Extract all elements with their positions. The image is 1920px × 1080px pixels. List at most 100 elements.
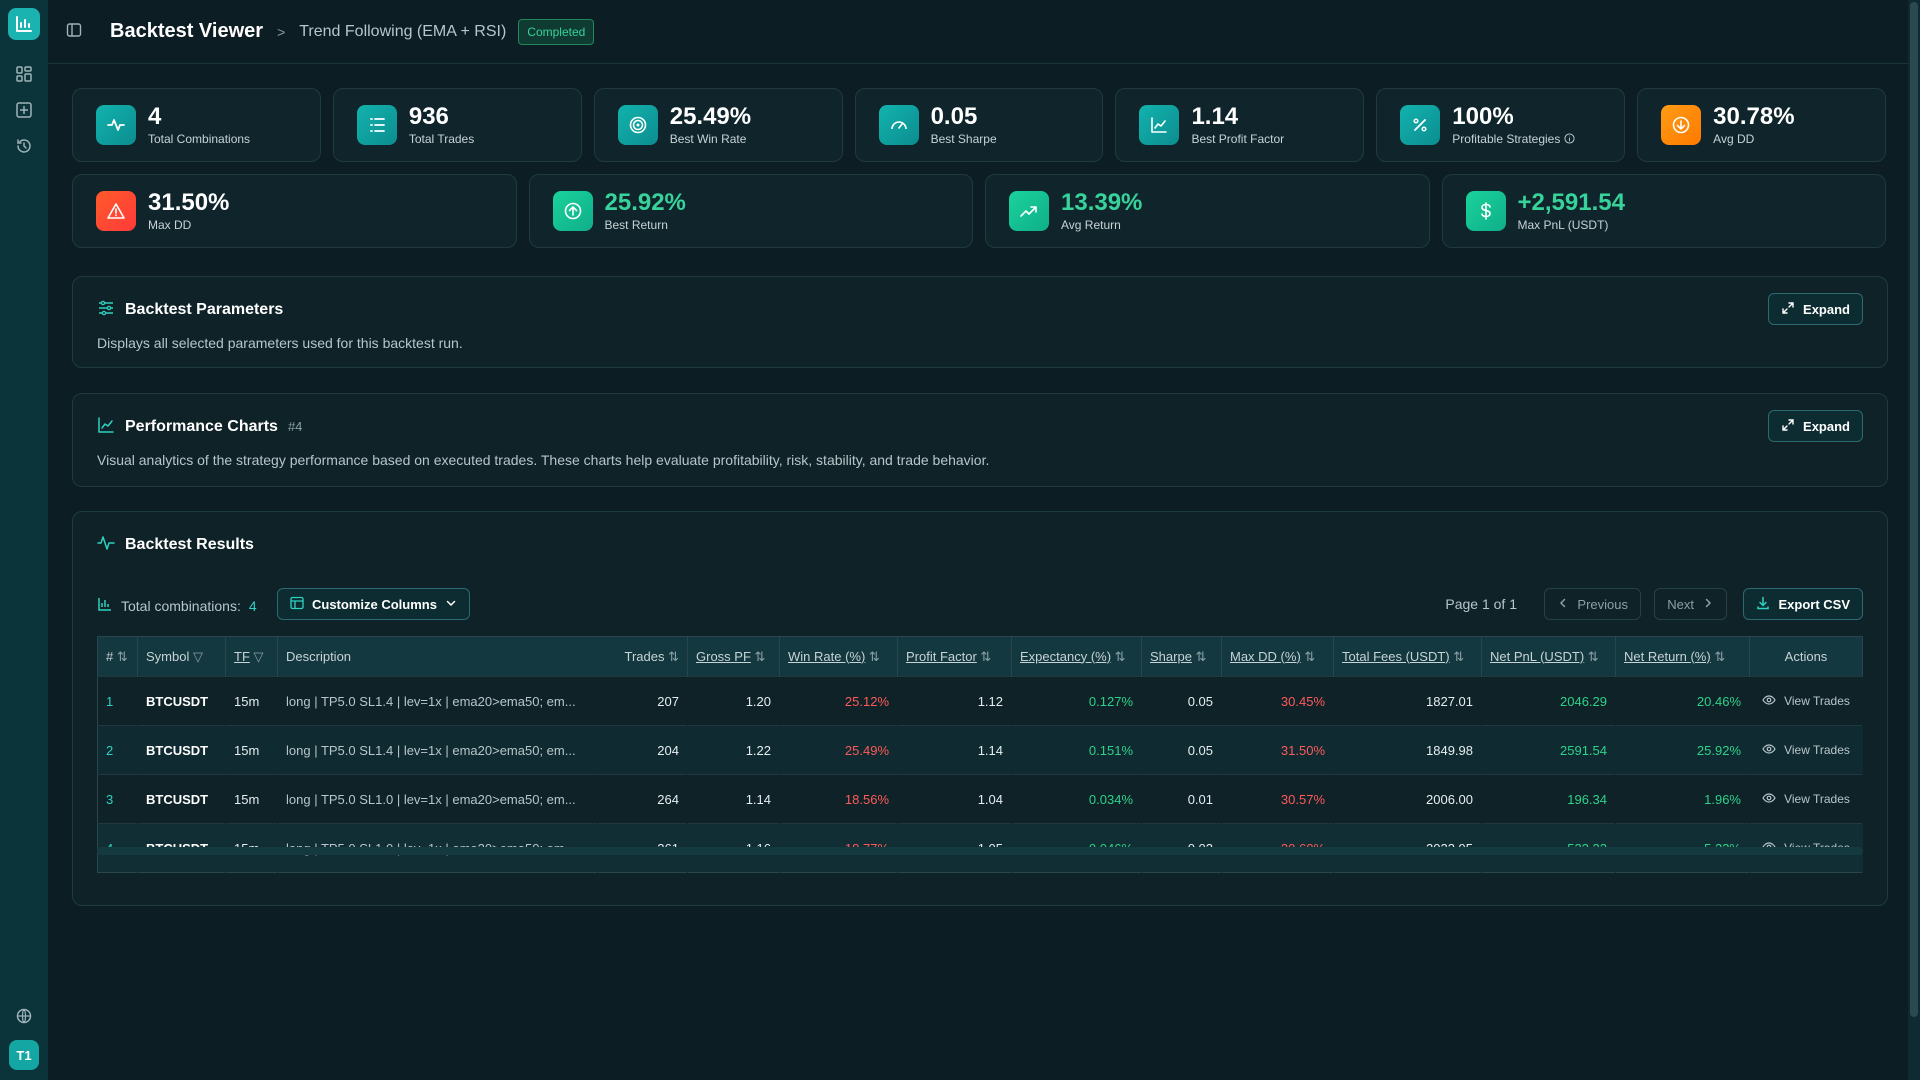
app-logo[interactable] bbox=[8, 8, 40, 40]
strategy-name: Trend Following (EMA + RSI) bbox=[299, 22, 507, 40]
results-table: # ⇅ Symbol ▽ TF ▽ Description Trades ⇅ G… bbox=[97, 636, 1863, 873]
sort-icon[interactable]: ⇅ bbox=[1114, 648, 1126, 664]
cell-gross-pf: 1.20 bbox=[687, 676, 780, 726]
stat-label: Best Profit Factor bbox=[1191, 132, 1285, 146]
col-index[interactable]: # ⇅ bbox=[97, 636, 138, 677]
sliders-icon bbox=[97, 299, 115, 320]
sort-icon[interactable]: ⇅ bbox=[116, 648, 128, 664]
total-combinations-label: Total combinations: bbox=[121, 597, 241, 614]
panel-description: Displays all selected parameters used fo… bbox=[97, 335, 463, 351]
cell-expectancy: 0.151% bbox=[1011, 725, 1142, 775]
cell-net-return: 25.92% bbox=[1615, 725, 1750, 775]
panel-title: Backtest Parameters bbox=[125, 300, 284, 318]
table-row[interactable]: 2 BTCUSDT 15m long | TP5.0 SL1.4 | lev=1… bbox=[97, 725, 1863, 775]
alert-triangle-icon bbox=[96, 191, 136, 231]
sort-icon[interactable]: ⇅ bbox=[1453, 648, 1465, 664]
export-csv-button[interactable]: Export CSV bbox=[1743, 588, 1863, 620]
view-trades-button[interactable]: View Trades bbox=[1758, 742, 1854, 759]
filter-icon[interactable]: ▽ bbox=[192, 648, 203, 664]
expand-charts-button[interactable]: Expand bbox=[1768, 410, 1863, 442]
col-total-fees[interactable]: Total Fees (USDT) ⇅ bbox=[1333, 636, 1482, 677]
stats-grid: 4 Total Combinations 936 Total Trades 25.4… bbox=[72, 88, 1887, 260]
cell-win-rate: 25.12% bbox=[779, 676, 898, 726]
cell-index: 2 bbox=[97, 725, 138, 775]
cell-net-pnl: 196.34 bbox=[1481, 774, 1616, 824]
next-page-button[interactable]: Next bbox=[1654, 588, 1727, 620]
col-symbol[interactable]: Symbol ▽ bbox=[137, 636, 226, 677]
stat-label: Avg Return bbox=[1061, 218, 1121, 232]
sort-icon[interactable]: ⇅ bbox=[980, 648, 992, 664]
sort-icon[interactable]: ⇅ bbox=[1587, 648, 1599, 664]
page-scrollbar[interactable] bbox=[1908, 0, 1920, 1080]
stat-label: Best Return bbox=[604, 218, 668, 232]
stat-value: 31.50% bbox=[148, 189, 230, 216]
stat-card-profitable-strategies: 100% Profitable Strategies bbox=[1376, 88, 1626, 162]
total-combinations-value: 4 bbox=[248, 597, 257, 614]
col-net-pnl[interactable]: Net PnL (USDT) ⇅ bbox=[1481, 636, 1616, 677]
add-box-icon[interactable] bbox=[12, 98, 36, 122]
view-trades-button[interactable]: View Trades bbox=[1758, 791, 1854, 808]
col-profit-factor[interactable]: Profit Factor ⇅ bbox=[897, 636, 1012, 677]
col-expectancy[interactable]: Expectancy (%) ⇅ bbox=[1011, 636, 1142, 677]
cell-actions: View Trades bbox=[1749, 725, 1863, 775]
table-row[interactable]: 3 BTCUSDT 15m long | TP5.0 SL1.0 | lev=1… bbox=[97, 774, 1863, 824]
sort-icon[interactable]: ⇅ bbox=[1195, 648, 1207, 664]
results-toolbar: Total combinations: 4 Customize Columns P… bbox=[97, 588, 1863, 620]
sort-icon[interactable]: ⇅ bbox=[668, 648, 679, 664]
col-win-rate[interactable]: Win Rate (%) ⇅ bbox=[779, 636, 898, 677]
col-tf[interactable]: TF ▽ bbox=[225, 636, 278, 677]
cell-actions: View Trades bbox=[1749, 774, 1863, 824]
col-net-return[interactable]: Net Return (%) ⇅ bbox=[1615, 636, 1750, 677]
stat-value: 1.14 bbox=[1191, 103, 1239, 130]
col-trades[interactable]: Trades ⇅ bbox=[597, 636, 688, 677]
filter-icon[interactable]: ▽ bbox=[253, 648, 264, 664]
history-icon[interactable] bbox=[12, 134, 36, 158]
columns-icon bbox=[290, 596, 304, 613]
expand-parameters-button[interactable]: Expand bbox=[1768, 293, 1863, 325]
stat-value: 25.92% bbox=[604, 189, 686, 216]
table-row[interactable]: 1 BTCUSDT 15m long | TP5.0 SL1.4 | lev=1… bbox=[97, 676, 1863, 726]
globe-icon[interactable] bbox=[12, 1004, 36, 1028]
view-trades-button[interactable]: View Trades bbox=[1758, 693, 1854, 710]
customize-columns-button[interactable]: Customize Columns bbox=[277, 588, 470, 620]
cell-symbol: BTCUSDT bbox=[137, 725, 226, 775]
chevron-down-icon bbox=[445, 597, 457, 612]
previous-page-button[interactable]: Previous bbox=[1544, 588, 1641, 620]
table-header-row: # ⇅ Symbol ▽ TF ▽ Description Trades ⇅ G… bbox=[97, 636, 1863, 677]
sort-icon[interactable]: ⇅ bbox=[1304, 648, 1316, 664]
cell-actions: View Trades bbox=[1749, 676, 1863, 726]
cell-tf: 15m bbox=[225, 676, 278, 726]
panel-title: Backtest Results bbox=[125, 535, 254, 553]
col-sharpe[interactable]: Sharpe ⇅ bbox=[1141, 636, 1222, 677]
previous-label: Previous bbox=[1577, 596, 1628, 612]
user-avatar[interactable]: T1 bbox=[9, 1040, 39, 1070]
cell-net-pnl: 2591.54 bbox=[1481, 725, 1616, 775]
col-gross-pf[interactable]: Gross PF ⇅ bbox=[687, 636, 780, 677]
gauge-icon bbox=[878, 105, 919, 145]
chevron-right-icon bbox=[1702, 597, 1714, 612]
stat-label: Max DD bbox=[148, 218, 192, 232]
scrollbar-thumb[interactable] bbox=[1910, 2, 1918, 1017]
stat-card-avg-dd: 30.78% Avg DD bbox=[1637, 88, 1887, 162]
cell-sharpe: 0.01 bbox=[1141, 774, 1222, 824]
stat-label: Total Trades bbox=[408, 132, 475, 146]
stat-label: Best Win Rate bbox=[669, 132, 747, 146]
cell-expectancy: 0.034% bbox=[1011, 774, 1142, 824]
dashboard-icon[interactable] bbox=[12, 62, 36, 86]
cell-trades: 264 bbox=[597, 774, 688, 824]
info-icon[interactable] bbox=[1564, 132, 1575, 146]
col-max-dd[interactable]: Max DD (%) ⇅ bbox=[1221, 636, 1334, 677]
expand-label: Expand bbox=[1803, 418, 1850, 434]
cell-tf: 15m bbox=[225, 774, 278, 824]
sidebar-toggle-icon[interactable] bbox=[66, 22, 82, 41]
backtest-parameters-panel: Backtest Parameters Displays all selecte… bbox=[72, 276, 1888, 368]
col-description: Description bbox=[277, 636, 598, 677]
customize-label: Customize Columns bbox=[312, 596, 437, 612]
cell-total-fees: 2006.00 bbox=[1333, 774, 1482, 824]
cell-profit-factor: 1.14 bbox=[897, 725, 1012, 775]
stat-label: Avg DD bbox=[1713, 132, 1755, 146]
sort-icon[interactable]: ⇅ bbox=[868, 648, 880, 664]
sort-icon[interactable]: ⇅ bbox=[754, 648, 766, 664]
sort-icon[interactable]: ⇅ bbox=[1714, 648, 1726, 664]
table-horizontal-scrollbar[interactable] bbox=[97, 847, 1863, 855]
